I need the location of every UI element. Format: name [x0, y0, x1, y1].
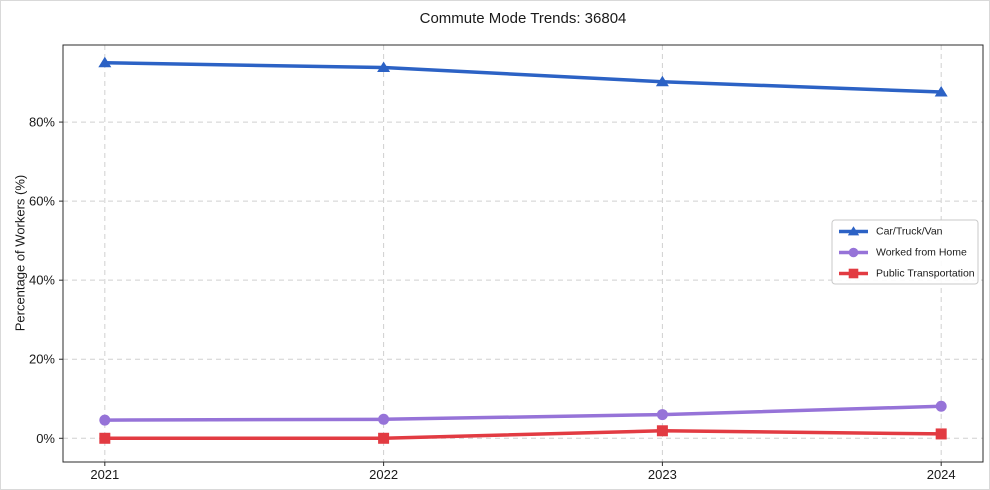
- series-line: [103, 429, 943, 441]
- chart-title: Commute Mode Trends: 36804: [419, 10, 627, 27]
- x-tick-label: 2022: [369, 467, 398, 482]
- plot-border: [62, 44, 984, 463]
- x-tick-label: 2024: [927, 467, 956, 482]
- y-tick-label: 0%: [36, 431, 55, 446]
- circle-marker: [935, 400, 947, 412]
- series-line: [103, 61, 943, 94]
- legend-label: Public Transportation: [876, 268, 975, 280]
- y-axis-label: Percentage of Workers (%): [12, 174, 28, 332]
- x-tick-label: 2023: [648, 467, 677, 482]
- square-marker: [378, 432, 390, 444]
- circle-marker: [656, 409, 668, 421]
- square-marker: [656, 425, 668, 437]
- square-marker: [935, 428, 947, 440]
- y-tick-label: 40%: [29, 273, 55, 288]
- circle-marker: [378, 413, 390, 425]
- legend-label: Car/Truck/Van: [876, 226, 943, 238]
- series-car-truck-van: [98, 56, 948, 97]
- legend-item-public-transportation: Public Transportation: [839, 268, 975, 280]
- square-marker: [99, 432, 111, 444]
- y-tick-label: 60%: [29, 194, 55, 209]
- y-tick-label: 80%: [29, 115, 55, 130]
- triangle-marker: [98, 56, 112, 68]
- circle-marker: [99, 414, 111, 426]
- circle-marker: [848, 247, 859, 258]
- square-marker: [848, 268, 859, 279]
- legend-label: Worked from Home: [876, 247, 967, 259]
- legend: Car/Truck/Van Worked from Home Public Tran…: [831, 219, 979, 285]
- triangle-marker: [847, 226, 860, 236]
- triangle-marker: [377, 61, 391, 73]
- triangle-marker: [934, 85, 948, 97]
- triangle-marker: [655, 75, 669, 87]
- legend-item-car-truck-van: Car/Truck/Van: [839, 226, 943, 238]
- series-line: [103, 404, 943, 422]
- series-worked-from-home: [99, 400, 947, 426]
- legend-item-worked-from-home: Worked from Home: [839, 247, 967, 259]
- legend-box: [831, 219, 979, 285]
- y-tick-label: 20%: [29, 352, 55, 367]
- x-tick-label: 2021: [90, 467, 119, 482]
- series-public-transportation: [99, 425, 947, 444]
